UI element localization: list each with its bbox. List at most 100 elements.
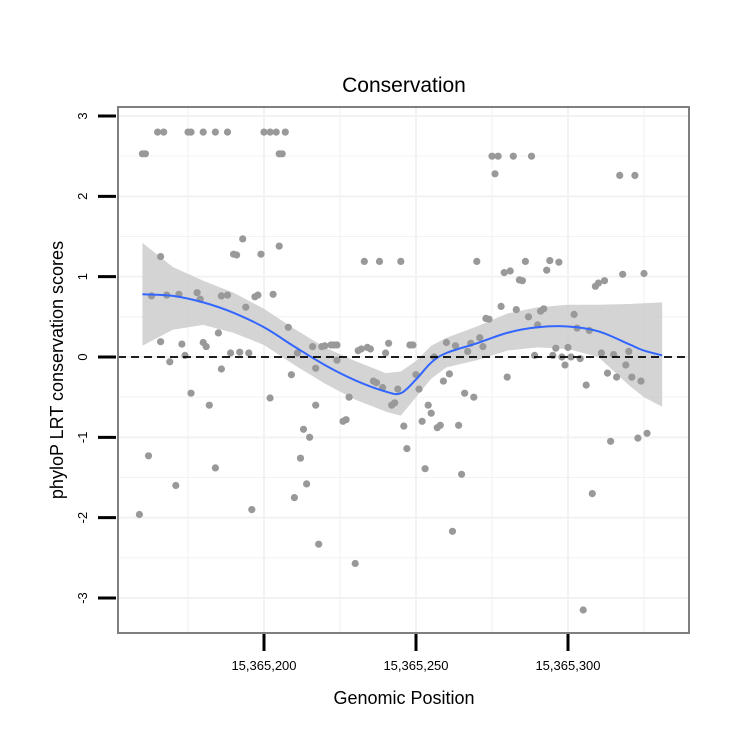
data-point	[360, 257, 368, 265]
data-point	[488, 152, 496, 160]
data-point	[461, 389, 469, 397]
data-point	[546, 257, 554, 265]
data-point	[284, 323, 292, 331]
data-point	[497, 302, 505, 310]
data-point	[154, 128, 162, 136]
data-point	[403, 445, 411, 453]
plot-panel-border	[117, 106, 690, 634]
y-axis-title: phyloP LRT conservation scores	[47, 241, 67, 499]
data-point	[485, 315, 493, 323]
data-point	[157, 253, 165, 261]
data-point	[351, 559, 359, 568]
chart-title: Conservation	[342, 74, 466, 97]
data-point	[287, 371, 295, 379]
data-point	[427, 409, 435, 417]
data-point	[147, 292, 156, 300]
data-point	[306, 433, 314, 441]
y-tick-label: -2	[75, 512, 90, 524]
y-axis: 3 2 1 0 -1 -2 -3	[75, 112, 116, 604]
data-point	[254, 291, 262, 299]
x-axis: 15,365,200 15,365,250 15,365,300	[231, 634, 601, 673]
data-point	[166, 358, 174, 366]
data-point	[394, 385, 402, 393]
data-point	[415, 385, 423, 393]
data-point	[631, 171, 639, 179]
data-point	[564, 343, 572, 351]
data-point	[312, 364, 320, 372]
data-point	[552, 344, 560, 352]
data-point	[555, 258, 563, 266]
y-tick-label: 2	[75, 193, 90, 200]
data-point	[239, 235, 247, 243]
data-point	[436, 421, 444, 429]
data-point	[309, 343, 317, 351]
data-point	[236, 348, 244, 356]
data-point	[424, 401, 432, 409]
data-point	[576, 355, 584, 363]
data-point	[603, 369, 612, 377]
data-point	[342, 416, 350, 424]
data-point	[527, 152, 536, 160]
data-point	[242, 303, 250, 311]
data-point	[233, 251, 241, 259]
data-point	[391, 399, 399, 407]
data-point	[312, 401, 320, 409]
data-point	[464, 347, 472, 355]
data-point	[634, 434, 642, 442]
plot-panel	[117, 106, 690, 634]
data-point	[616, 171, 624, 179]
data-point	[248, 506, 256, 514]
data-point	[205, 401, 213, 409]
data-point	[278, 150, 286, 158]
data-point	[275, 242, 283, 250]
data-point	[570, 310, 578, 318]
data-point	[375, 257, 384, 265]
y-tick-label: 0	[75, 353, 90, 360]
data-point	[187, 389, 195, 397]
data-point	[187, 128, 195, 136]
data-point	[144, 452, 153, 460]
data-point	[245, 349, 253, 357]
x-axis-title: Genomic Position	[333, 688, 474, 708]
data-point	[281, 128, 289, 136]
data-point	[518, 277, 527, 285]
data-point	[622, 361, 630, 369]
data-point	[266, 394, 274, 402]
data-point	[613, 373, 621, 381]
data-point	[579, 606, 587, 614]
data-point	[512, 306, 520, 314]
data-point	[269, 290, 277, 298]
data-point	[524, 313, 533, 321]
data-point	[418, 417, 426, 425]
y-tick-label: 3	[75, 112, 90, 119]
data-point	[607, 437, 615, 445]
data-point	[214, 329, 222, 337]
data-point	[303, 480, 311, 488]
data-point	[549, 351, 557, 359]
data-point	[500, 269, 508, 277]
data-point	[543, 266, 551, 274]
data-point	[503, 373, 511, 381]
data-point	[372, 379, 381, 387]
data-point	[400, 422, 408, 430]
data-point	[445, 370, 453, 378]
data-point	[600, 277, 609, 285]
data-point	[421, 465, 429, 473]
data-point	[594, 279, 603, 287]
data-point	[181, 351, 189, 359]
data-point	[223, 291, 232, 299]
data-point	[299, 425, 308, 433]
data-point	[272, 128, 280, 136]
data-point	[290, 494, 298, 502]
data-point	[315, 540, 323, 548]
data-point	[157, 338, 165, 346]
data-point	[439, 377, 447, 385]
confidence-band	[142, 242, 663, 416]
data-point	[227, 349, 235, 357]
data-point	[448, 527, 457, 535]
data-point	[257, 250, 265, 258]
data-point	[382, 349, 390, 357]
data-point	[582, 381, 590, 389]
data-point	[625, 347, 633, 355]
data-point	[640, 269, 648, 278]
